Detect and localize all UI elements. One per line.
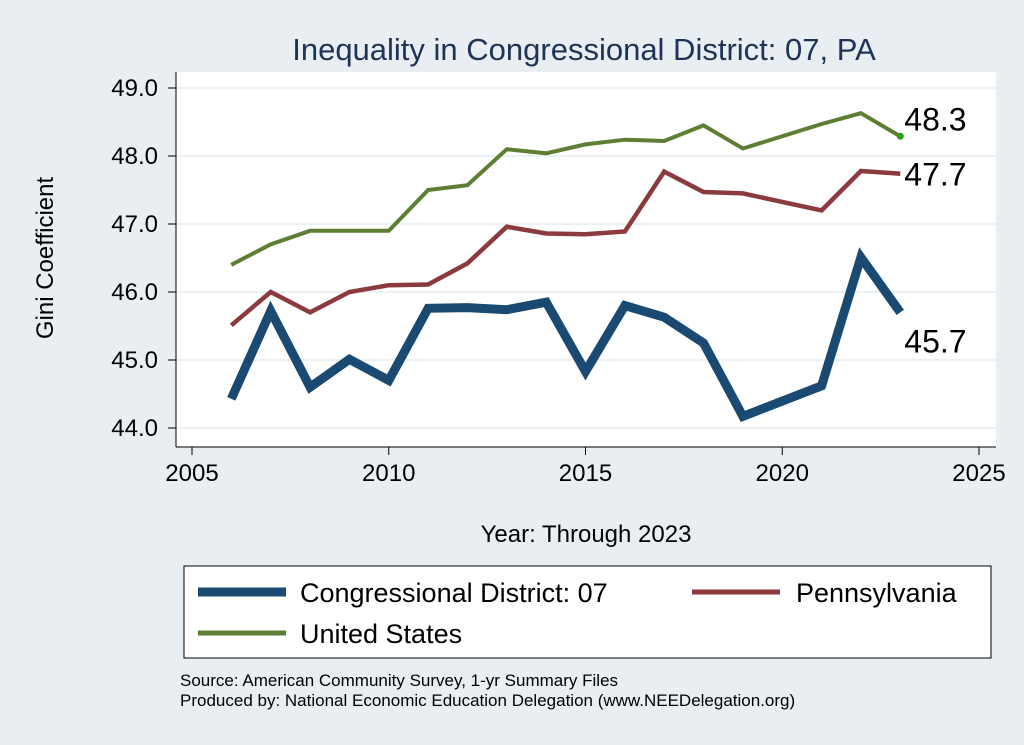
legend-label-pennsylvania: Pennsylvania xyxy=(796,578,958,608)
end-labels: 45.7 47.7 48.3 xyxy=(904,101,966,359)
end-label-0: 45.7 xyxy=(904,323,966,359)
y-tick-label: 46.0 xyxy=(111,279,158,306)
x-axis-title: Year: Through 2023 xyxy=(481,521,692,548)
end-label-1: 47.7 xyxy=(904,157,966,193)
legend-label-district: Congressional District: 07 xyxy=(300,578,608,608)
series-lines xyxy=(227,111,904,423)
producer-note: Produced by: National Economic Education… xyxy=(180,691,795,710)
plot-area xyxy=(176,72,996,447)
end-label-2: 48.3 xyxy=(904,101,966,137)
y-tick-label: 44.0 xyxy=(111,415,158,442)
series-line-2 xyxy=(230,111,902,267)
y-tick-label: 47.0 xyxy=(111,211,158,238)
legend-label-united-states: United States xyxy=(300,619,462,649)
y-tick-label: 45.0 xyxy=(111,347,158,374)
x-axis-ticks: 2005 2010 2015 2020 2025 xyxy=(165,447,1006,487)
x-tick-label: 2025 xyxy=(952,460,1005,487)
legend: Congressional District: 07 Pennsylvania … xyxy=(183,565,992,659)
legend-box xyxy=(183,565,992,659)
x-tick-label: 2005 xyxy=(165,460,218,487)
series-line-1 xyxy=(229,168,901,328)
y-axis-ticks: 44.0 45.0 46.0 47.0 48.0 49.0 xyxy=(111,75,176,442)
x-tick-label: 2020 xyxy=(756,460,809,487)
gridlines xyxy=(176,87,996,429)
y-tick-label: 48.0 xyxy=(111,143,158,170)
chart-title: Inequality in Congressional District: 07… xyxy=(292,32,876,67)
series-line-0 xyxy=(227,247,904,423)
x-tick-label: 2015 xyxy=(559,460,612,487)
y-axis-title: Gini Coefficient xyxy=(32,177,59,340)
x-tick-label: 2010 xyxy=(362,460,415,487)
us-end-point xyxy=(896,132,904,140)
y-tick-label: 49.0 xyxy=(111,75,158,102)
source-note: Source: American Community Survey, 1-yr … xyxy=(180,671,618,690)
